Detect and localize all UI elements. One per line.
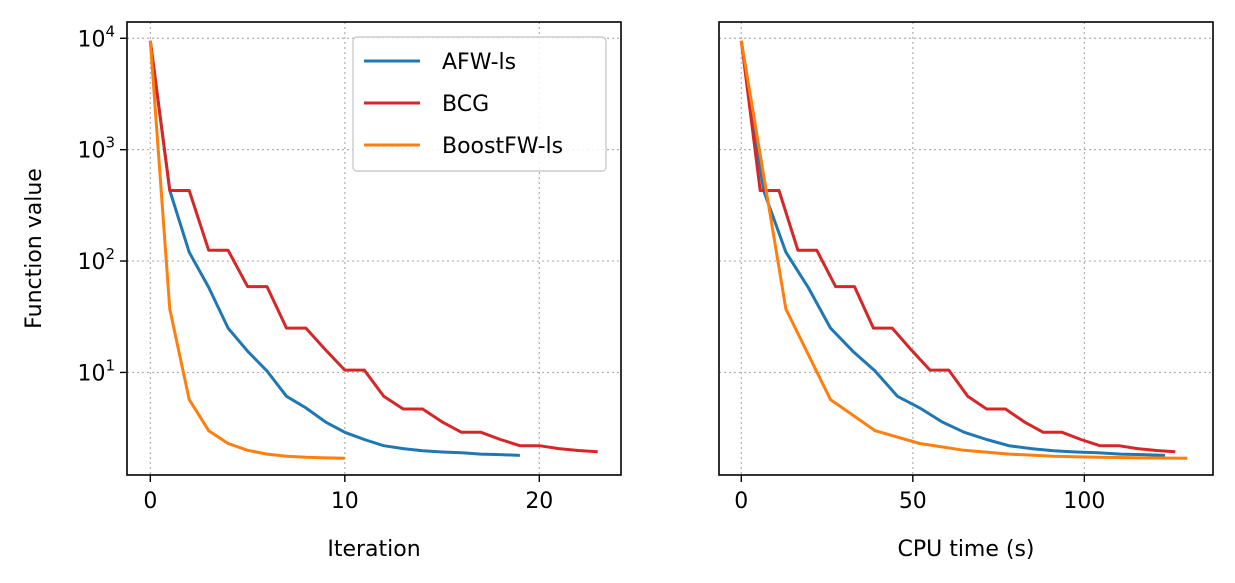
cpu-time-x-tick-label: 50	[899, 489, 927, 514]
y-tick-base: 10	[77, 361, 105, 386]
iteration-series-boostfw-ls	[148, 40, 345, 460]
y-tick-base: 10	[77, 250, 105, 275]
y-tick-exponent: 1	[105, 356, 115, 374]
cpu-time-series-bcg	[739, 40, 1176, 454]
iteration-x-tick-label: 10	[331, 489, 359, 514]
iteration-series-bcg	[148, 40, 598, 454]
cpu-time-panel: 0 50 100 CPU time (s)	[718, 21, 1214, 562]
iteration-y-axis-label: Function value	[22, 168, 47, 329]
iteration-y-tick-label: 101	[77, 356, 115, 386]
cpu-time-series-afw-ls	[739, 40, 1166, 457]
iteration-y-tick-label: 104	[77, 22, 115, 52]
cpu-time-axes-frame	[718, 21, 1214, 476]
iteration-y-tick-label: 102	[77, 245, 115, 275]
iteration-x-tick-label: 0	[143, 489, 157, 514]
legend-entry-label: BoostFW-ls	[442, 134, 563, 159]
y-tick-exponent: 2	[105, 245, 115, 263]
legend-entry-label: AFW-ls	[442, 50, 516, 75]
cpu-time-x-tick-label: 100	[1063, 489, 1105, 514]
legend: AFW-ls BCG BoostFW-ls	[352, 36, 607, 172]
legend-entry-label: BCG	[442, 92, 489, 117]
cpu-time-series-boostfw-ls	[739, 40, 1188, 460]
legend-box	[352, 36, 607, 172]
iteration-series-afw-ls	[148, 40, 520, 457]
cpu-time-x-axis-label: CPU time (s)	[897, 537, 1034, 562]
iteration-axes-frame	[126, 21, 622, 476]
iteration-x-tick-label: 20	[525, 489, 553, 514]
iteration-x-axis-label: Iteration	[327, 537, 420, 562]
y-tick-exponent: 4	[105, 22, 115, 40]
y-tick-base: 10	[77, 27, 105, 52]
y-tick-base: 10	[77, 139, 105, 164]
cpu-time-x-tick-label: 0	[734, 489, 748, 514]
y-tick-exponent: 3	[105, 134, 115, 152]
iteration-y-tick-label: 103	[77, 134, 115, 164]
